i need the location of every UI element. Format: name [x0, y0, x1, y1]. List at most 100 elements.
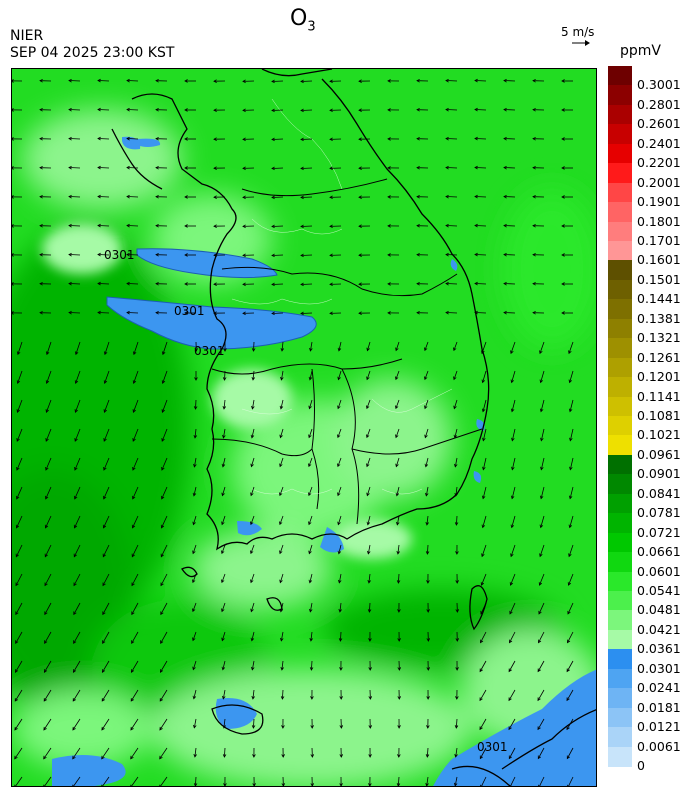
wind-arrow-icon: [221, 544, 226, 554]
wind-arrow-icon: [568, 544, 574, 557]
wind-arrow-icon: [540, 399, 545, 412]
wind-arrowhead-icon: [510, 553, 514, 558]
wind-arrow-icon: [503, 225, 516, 227]
wind-arrowhead-icon: [337, 434, 341, 439]
wind-arrow-icon: [540, 428, 545, 441]
wind-arrow-icon: [192, 544, 197, 554]
wind-arrowhead-icon: [131, 553, 135, 558]
wind-arrow-icon: [15, 631, 23, 644]
wind-arrow-icon: [132, 486, 139, 500]
wind-arrow-icon: [481, 341, 487, 354]
wind-arrow-icon: [479, 718, 487, 730]
colorbar-tick-label: 0: [637, 758, 645, 773]
wind-arrowhead-icon: [161, 466, 165, 471]
wind-arrowhead-icon: [97, 310, 101, 315]
wind-arrowhead-icon: [72, 698, 76, 702]
wind-arrowhead-icon: [271, 166, 275, 171]
wind-arrowhead-icon: [454, 463, 458, 468]
wind-arrowhead-icon: [455, 580, 459, 584]
colorbar-tick-label: 0.2001: [637, 174, 681, 190]
wind-arrow-icon: [510, 544, 516, 557]
wind-arrowhead-icon: [539, 524, 544, 529]
wind-arrowhead-icon: [445, 310, 449, 315]
wind-arrowhead-icon: [396, 550, 400, 555]
wind-arrowhead-icon: [251, 377, 256, 381]
wind-arrow-icon: [126, 80, 139, 82]
wind-arrowhead-icon: [508, 697, 512, 702]
wind-arrow-icon: [68, 254, 81, 256]
wind-arrow-icon: [192, 660, 197, 670]
wind-arrow-icon: [251, 428, 255, 438]
wind-arrowhead-icon: [12, 79, 14, 83]
wind-arrow-icon: [250, 486, 255, 496]
wind-arrowhead-icon: [242, 108, 246, 113]
colorbar-tick-label: 0.0121: [637, 719, 681, 735]
wind-arrowhead-icon: [329, 224, 333, 229]
wind-arrow-icon: [508, 660, 516, 672]
wind-arrow-icon: [445, 80, 458, 82]
wind-arrowhead-icon: [308, 550, 312, 555]
wind-arrowhead-icon: [329, 79, 333, 84]
wind-arrow-icon: [126, 138, 139, 140]
wind-arrowhead-icon: [368, 754, 372, 758]
wind-arrowhead-icon: [537, 726, 541, 731]
wind-arrowhead-icon: [539, 408, 544, 413]
wind-arrow-icon: [537, 689, 545, 701]
wind-arrowhead-icon: [279, 463, 283, 468]
wind-arrowhead-icon: [281, 754, 285, 758]
wind-arrow-icon: [43, 689, 52, 702]
wind-arrowhead-icon: [387, 311, 391, 315]
wind-arrowhead-icon: [416, 165, 420, 170]
wind-arrowhead-icon: [426, 696, 430, 700]
wind-arrow-icon: [271, 80, 284, 82]
wind-arrowhead-icon: [503, 107, 507, 112]
colorbar-tick-label: 0.1381: [637, 310, 681, 326]
wind-arrowhead-icon: [538, 639, 542, 644]
wind-arrowhead-icon: [532, 194, 536, 199]
wind-arrowhead-icon: [242, 166, 246, 171]
source-label: NIER: [10, 28, 44, 44]
wind-arrowhead-icon: [12, 166, 14, 170]
wind-arrowhead-icon: [561, 224, 565, 228]
wind-arrowhead-icon: [568, 524, 573, 529]
colorbar-segment: [608, 260, 632, 281]
colorbar-segment: [608, 746, 632, 767]
wind-arrowhead-icon: [569, 437, 573, 442]
ozone-map: 0301 0301 0301 0301: [11, 68, 597, 787]
wind-arrowhead-icon: [184, 253, 188, 257]
wind-arrowhead-icon: [300, 224, 304, 229]
colorbar-segment: [608, 143, 632, 164]
wind-arrowhead-icon: [397, 696, 402, 700]
wind-arrowhead-icon: [416, 194, 420, 199]
wind-arrowhead-icon: [308, 434, 312, 439]
wind-arrowhead-icon: [250, 550, 254, 555]
wind-arrow-icon: [280, 428, 284, 438]
wind-arrow-icon: [395, 399, 400, 409]
wind-arrow-icon: [474, 80, 487, 82]
wind-arrowhead-icon: [300, 253, 304, 258]
wind-arrowhead-icon: [14, 669, 19, 673]
wind-arrow-icon: [567, 631, 574, 643]
wind-arrow-icon: [279, 457, 284, 467]
wind-arrowhead-icon: [12, 195, 14, 199]
wind-arrowhead-icon: [242, 137, 246, 142]
wind-arrowhead-icon: [416, 252, 420, 257]
wind-arrow-icon: [445, 109, 458, 111]
wind-arrow-icon: [74, 428, 81, 442]
wind-arrow-icon: [503, 283, 516, 285]
map-canvas: 0301 0301 0301 0301: [12, 69, 596, 786]
wind-arrowhead-icon: [252, 783, 256, 786]
wind-arrow-icon: [97, 167, 110, 169]
colorbar-tick-label: 0.2401: [637, 135, 681, 151]
wind-arrow-icon: [453, 370, 458, 380]
wind-arrow-icon: [43, 747, 52, 760]
wind-arrow-icon: [271, 254, 284, 256]
wind-arrowhead-icon: [192, 608, 196, 613]
wind-arrow-icon: [280, 399, 284, 409]
wind-arrow-icon: [339, 602, 342, 612]
wind-arrow-icon: [480, 631, 487, 643]
wind-arrowhead-icon: [45, 438, 49, 442]
colorbar-tick-label: 0.0841: [637, 485, 681, 501]
wind-arrowhead-icon: [44, 582, 48, 587]
wind-arrow-icon: [537, 747, 545, 759]
